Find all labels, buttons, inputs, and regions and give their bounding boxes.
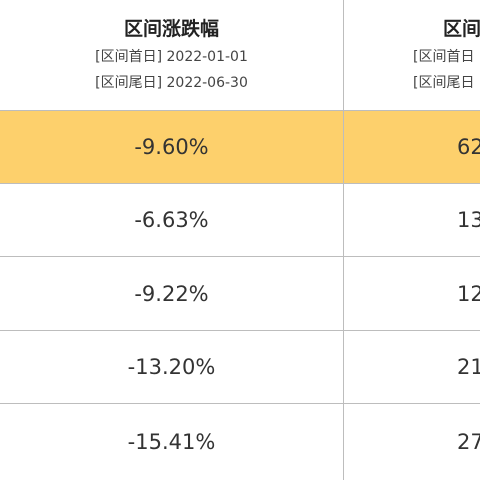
- table-row[interactable]: -6.63% 13: [0, 184, 480, 257]
- second-column-cell: 62: [343, 111, 480, 183]
- header-second-start-date: [区间首日: [413, 49, 475, 65]
- second-column-value: 12: [457, 281, 480, 306]
- table-row[interactable]: -13.20% 21: [0, 331, 480, 404]
- second-column-cell: 13: [343, 184, 480, 256]
- change-value: -13.20%: [127, 355, 216, 379]
- change-cell: -9.60%: [0, 111, 343, 183]
- change-cell: -15.41%: [0, 404, 343, 480]
- second-column-cell: 21: [343, 331, 480, 403]
- second-column-value: 21: [457, 355, 480, 379]
- header-cell-second-column: 区间 [区间首日 [区间尾日: [343, 0, 480, 110]
- table-row[interactable]: -9.60% 62: [0, 111, 480, 184]
- header-second-end-date: [区间尾日: [413, 75, 475, 91]
- second-column-value: 27: [457, 430, 480, 454]
- header-cell-range-change: 区间涨跌幅 [区间首日] 2022-01-01 [区间尾日] 2022-06-3…: [0, 0, 343, 110]
- table-row[interactable]: -9.22% 12: [0, 257, 480, 331]
- second-column-cell: 27: [343, 404, 480, 480]
- change-cell: -6.63%: [0, 184, 343, 256]
- column-divider: [343, 0, 344, 480]
- header-title-range-change: 区间涨跌幅: [123, 18, 219, 40]
- change-value: -9.60%: [134, 135, 209, 159]
- second-column-value: 13: [457, 208, 480, 232]
- change-cell: -13.20%: [0, 331, 343, 403]
- second-column-cell: 12: [343, 257, 480, 330]
- change-value: -15.41%: [127, 430, 216, 454]
- table-row[interactable]: -15.41% 27: [0, 404, 480, 480]
- second-column-value: 62: [457, 135, 480, 159]
- header-range-end-date: [区间尾日] 2022-06-30: [95, 75, 248, 91]
- change-cell: -9.22%: [0, 257, 343, 330]
- table-header-row: 区间涨跌幅 [区间首日] 2022-01-01 [区间尾日] 2022-06-3…: [0, 0, 480, 111]
- change-value: -9.22%: [134, 281, 209, 306]
- header-range-start-date: [区间首日] 2022-01-01: [95, 49, 248, 65]
- change-value: -6.63%: [134, 208, 209, 232]
- header-title-second-column: 区间: [443, 18, 480, 40]
